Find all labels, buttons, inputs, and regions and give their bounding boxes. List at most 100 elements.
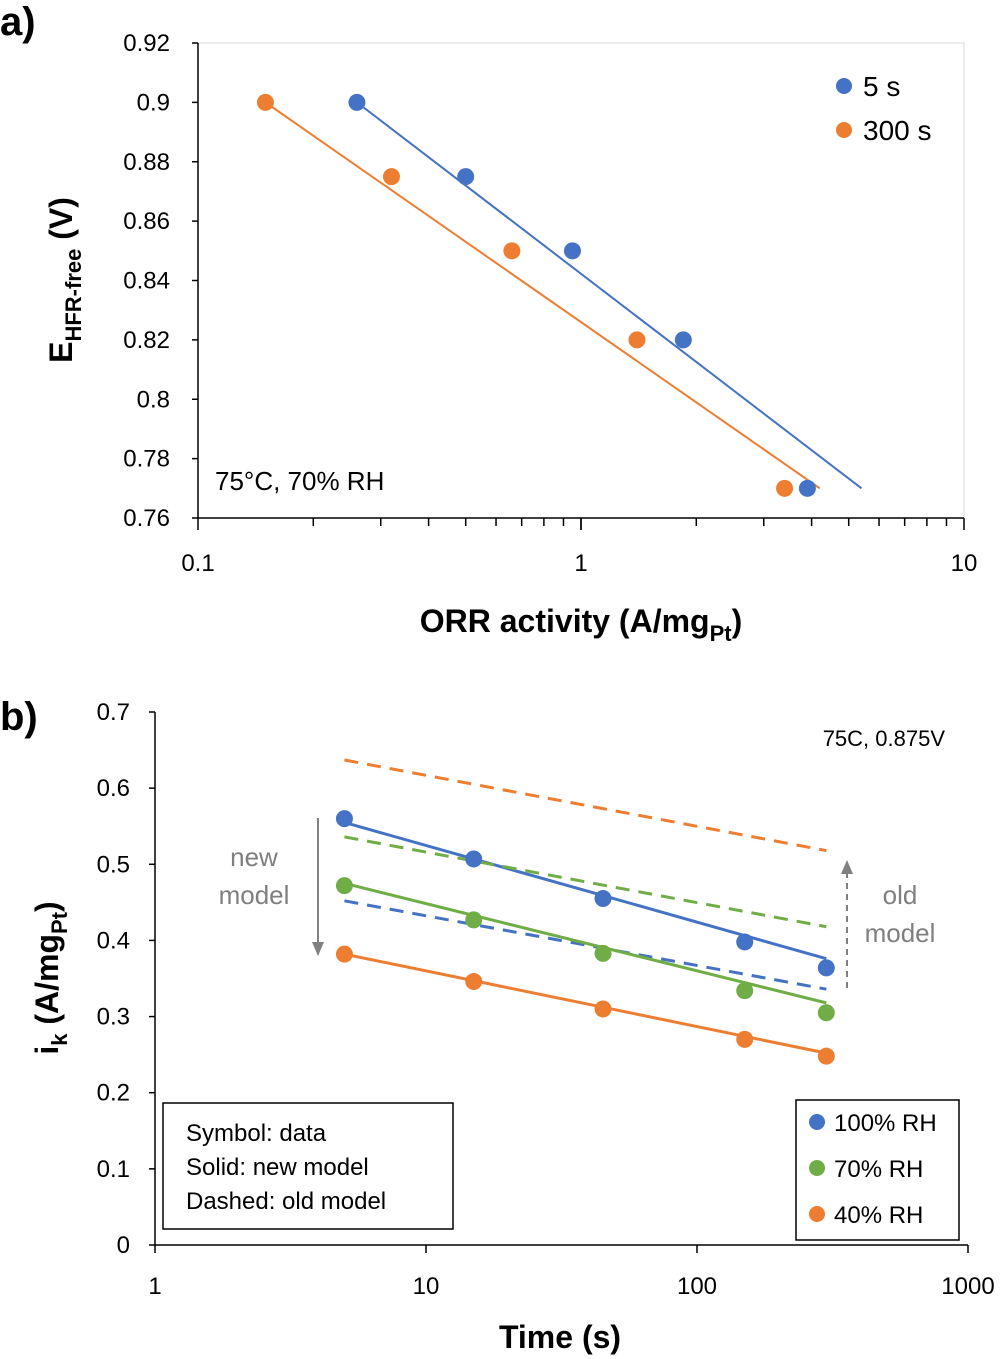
panel-b-x-axis-title: Time (s) <box>499 1319 621 1355</box>
panel-a-data-point <box>503 242 521 260</box>
old-model-arrow-head <box>841 860 853 874</box>
panel-a-x-axis-title: ORR activity (A/mgPt) <box>420 603 742 646</box>
panel-b-x-tick-label: 10 <box>413 1273 440 1300</box>
legend-label-70rh: 70% RH <box>834 1156 923 1183</box>
panel-b-data-point <box>335 945 353 963</box>
panel-b-y-tick-label: 0.2 <box>97 1080 130 1107</box>
panel-b-y-tick-labels: 0 0.1 0.2 0.3 0.4 0.5 0.6 0.7 <box>97 699 130 1259</box>
panel-b-label: b) <box>0 695 38 739</box>
key-dashed-note: Dashed: old model <box>186 1188 386 1215</box>
panel-a-x-tick-label: 0.1 <box>181 550 214 577</box>
panel-b-y-axis-title: ik (A/mgPt) <box>29 901 72 1054</box>
old-model-arrow: old model <box>841 860 935 988</box>
new-model-arrow-head <box>312 942 324 956</box>
panel-b-data-point <box>335 877 353 895</box>
panel-b-old-model-line <box>344 835 827 929</box>
panel-b-x-tick-label: 100 <box>677 1273 717 1300</box>
panel-b-data-point <box>736 1030 754 1048</box>
panel-b-legend: 100% RH 70% RH 40% RH <box>795 1099 960 1241</box>
panel-a-data-point <box>628 331 646 349</box>
panel-a-y-tick-label: 0.9 <box>137 89 170 116</box>
panel-a-x-tick-label: 10 <box>951 550 978 577</box>
panel-b-new-model-line <box>344 952 827 1055</box>
panel-b-new-model-line <box>344 881 827 1005</box>
panel-a-data-point <box>457 168 475 186</box>
panel-a-y-axis-title: EHFR-free (V) <box>43 197 86 363</box>
panel-b-data-point <box>465 911 483 929</box>
panel-a-x-tick-labels: 0.1 1 10 <box>181 550 977 577</box>
panel-a-y-tick-label: 0.88 <box>123 149 170 176</box>
panel-a-y-tick-labels: 0.76 0.78 0.8 0.82 0.84 0.86 0.88 0.9 0.92 <box>123 30 170 532</box>
panel-a-y-tick-label: 0.92 <box>123 30 170 57</box>
key-solid-note: Solid: new model <box>186 1154 369 1181</box>
panel-b-data-points <box>335 810 835 1065</box>
key-box-frame <box>162 1102 454 1230</box>
panel-b-data-point <box>465 973 483 991</box>
panel-a-data-point <box>798 479 816 497</box>
panel-b-data-point <box>736 982 754 1000</box>
panel-b-axes <box>149 711 969 1253</box>
panel-a-data-point <box>256 93 274 111</box>
panel-a-plot-frame <box>197 42 965 519</box>
panel-a-y-tick-label: 0.86 <box>123 208 170 235</box>
panel-b-data-point <box>817 1004 835 1022</box>
legend-label-300s: 300 s <box>863 115 932 146</box>
panel-b-data-point <box>465 850 483 868</box>
panel-a-y-tick-label: 0.78 <box>123 446 170 473</box>
panel-b-new-model-line <box>344 820 827 961</box>
legend-label-40rh: 40% RH <box>834 1202 923 1229</box>
legend-label-5s: 5 s <box>863 71 900 102</box>
panel-b-data-point <box>594 944 612 962</box>
panel-b-y-tick-label: 0.7 <box>97 699 130 726</box>
panel-b-y-tick-label: 0.5 <box>97 851 130 878</box>
panel-b-condition-note: 75C, 0.875V <box>823 726 946 751</box>
panel-a-fit-line <box>356 101 863 490</box>
panel-a-data-point <box>563 242 581 260</box>
panel-a-condition-note: 75°C, 70% RH <box>215 466 384 496</box>
panel-a-label: a) <box>0 0 36 44</box>
panel-a-axes <box>192 42 965 530</box>
legend-marker-70rh <box>809 1160 825 1176</box>
legend-marker-5s <box>836 78 852 94</box>
key-symbol-note: Symbol: data <box>186 1120 327 1147</box>
panel-a-legend: 5 s 300 s <box>836 71 932 146</box>
panel-a-chart: a) 0.76 0.78 0.8 0.82 0.84 0.86 0.88 0.9 0.92 0.… <box>0 0 977 646</box>
panel-a-y-tick-label: 0.76 <box>123 505 170 532</box>
old-model-label-line2: model <box>865 918 936 948</box>
panel-a-y-tick-label: 0.8 <box>137 386 170 413</box>
panel-b-old-model-line <box>344 899 827 991</box>
panel-b-x-tick-labels: 1 10 100 1000 <box>148 1273 994 1300</box>
panel-b-data-point <box>594 1000 612 1018</box>
panel-b-y-tick-label: 0.6 <box>97 775 130 802</box>
panel-b-x-tick-label: 1000 <box>941 1273 994 1300</box>
panel-a-fit-line <box>264 101 821 490</box>
panel-a-y-tick-label: 0.84 <box>123 268 170 295</box>
panel-b-model-lines <box>344 758 827 1055</box>
legend-label-100rh: 100% RH <box>834 1110 937 1137</box>
panel-b-data-point <box>594 890 612 908</box>
new-model-label-line1: new <box>230 842 278 872</box>
panel-a-data-point <box>776 479 794 497</box>
panel-a-data-point <box>674 331 692 349</box>
panel-b-y-tick-label: 0.1 <box>97 1156 130 1183</box>
panel-b-data-point <box>335 810 353 828</box>
panel-a-data-points <box>256 93 816 497</box>
panel-a-x-tick-label: 1 <box>574 550 587 577</box>
panel-b-y-tick-label: 0.3 <box>97 1004 130 1031</box>
new-model-label-line2: model <box>219 880 290 910</box>
panel-b-data-point <box>817 1047 835 1065</box>
panel-a-data-point <box>382 168 400 186</box>
old-model-label-line1: old <box>883 880 918 910</box>
panel-b-chart: b) 0 0.1 0.2 0.3 0.4 0.5 0.6 0.7 1 10 100 1000 ik … <box>0 695 995 1355</box>
legend-marker-300s <box>836 122 852 138</box>
panel-b-data-point <box>817 959 835 977</box>
panel-a-data-point <box>348 93 366 111</box>
panel-b-data-point <box>736 933 754 951</box>
panel-b-old-model-line <box>344 758 827 853</box>
panel-b-y-tick-label: 0 <box>117 1232 130 1259</box>
panel-b-y-tick-label: 0.4 <box>97 927 130 954</box>
panel-b-key-box: Symbol: data Solid: new model Dashed: ol… <box>162 1102 454 1230</box>
legend-marker-40rh <box>809 1206 825 1222</box>
panel-b-x-tick-label: 1 <box>148 1273 161 1300</box>
